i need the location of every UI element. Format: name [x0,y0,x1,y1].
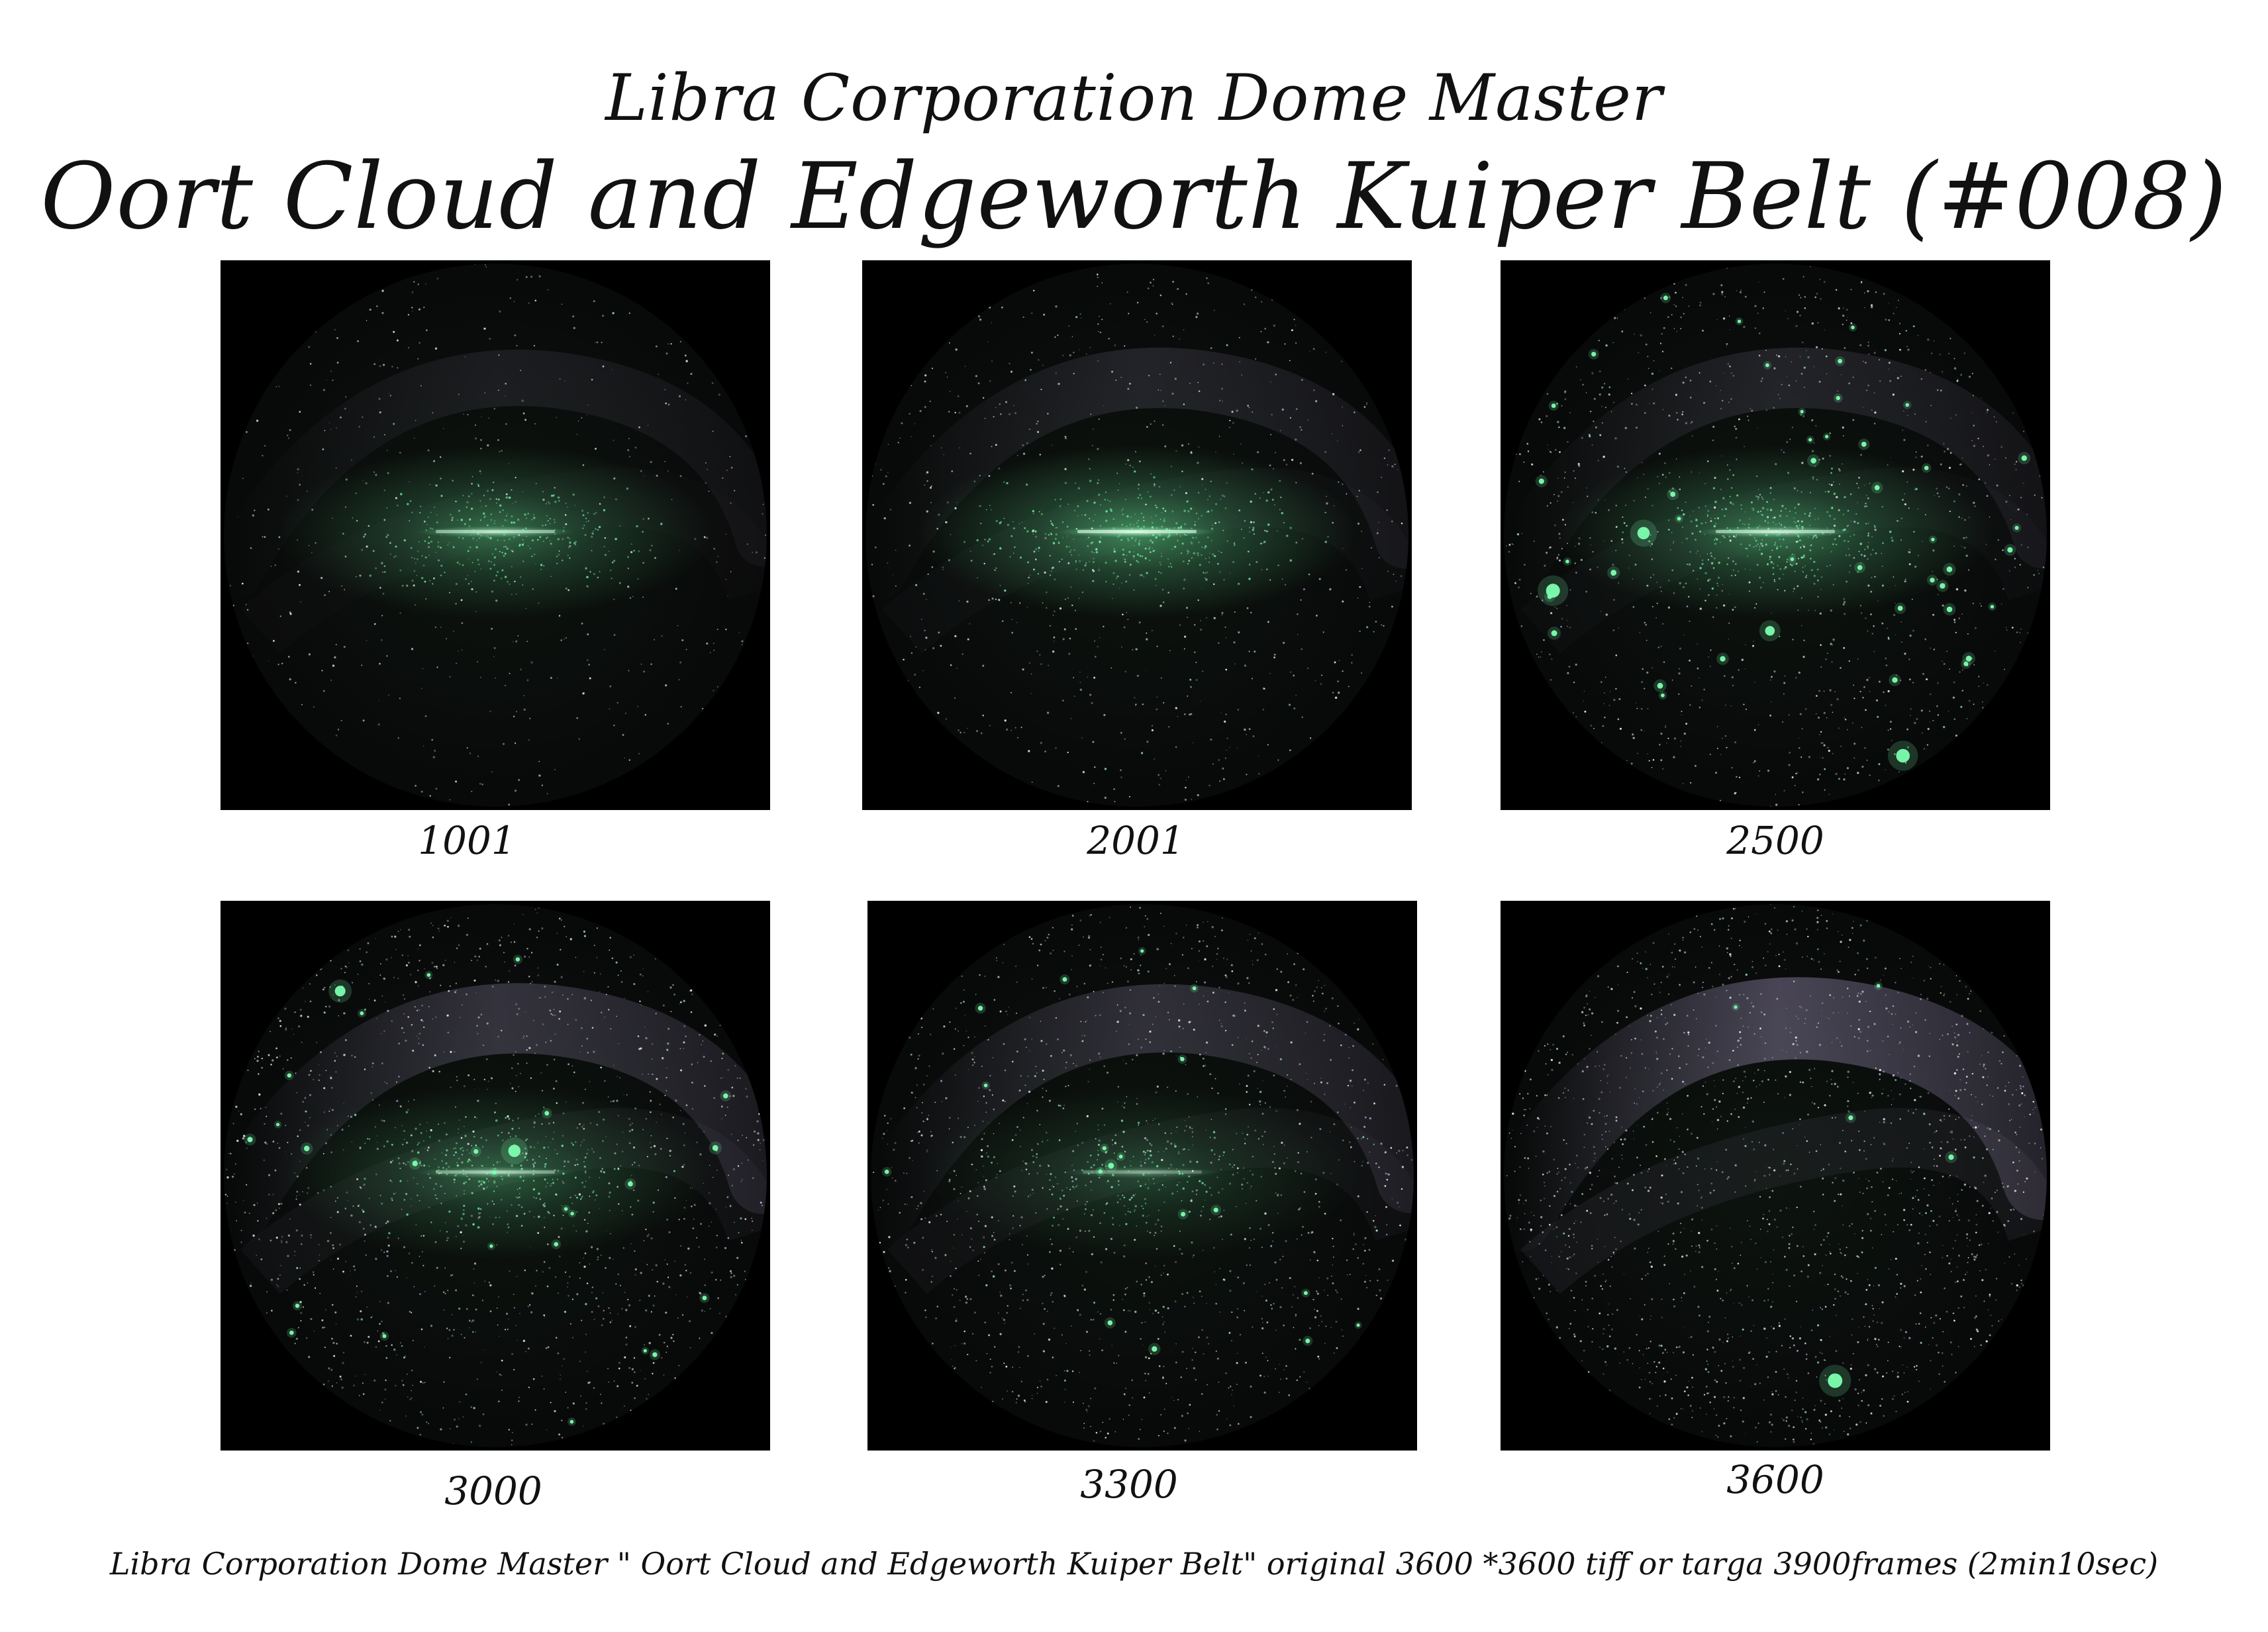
frame-label-3000: 3000 [444,1468,542,1513]
footer-caption: Libra Corporation Dome Master " Oort Clo… [109,1546,2159,1582]
dome-image [1504,904,2047,1447]
dome-frame-2001 [862,260,1412,810]
frame-label-3300: 3300 [1080,1462,1178,1507]
dome-image [224,904,767,1447]
subtitle: Libra Corporation Dome Master [605,61,1663,135]
frame-label-3600: 3600 [1726,1457,1824,1502]
dome-frame-3000 [221,901,770,1451]
dome-image [1504,264,2047,807]
dome-frame-3600 [1501,901,2050,1451]
page-title: Oort Cloud and Edgeworth Kuiper Belt (#0… [40,143,2228,250]
dome-image [871,904,1414,1447]
dome-image [224,264,767,807]
dome-frame-3300 [867,901,1417,1451]
dome-frame-2500 [1501,260,2050,810]
frame-label-1001: 1001 [418,818,516,863]
dome-frame-1001 [221,260,770,810]
frame-label-2001: 2001 [1087,818,1185,863]
frame-label-2500: 2500 [1726,818,1824,863]
dome-image [865,264,1408,807]
